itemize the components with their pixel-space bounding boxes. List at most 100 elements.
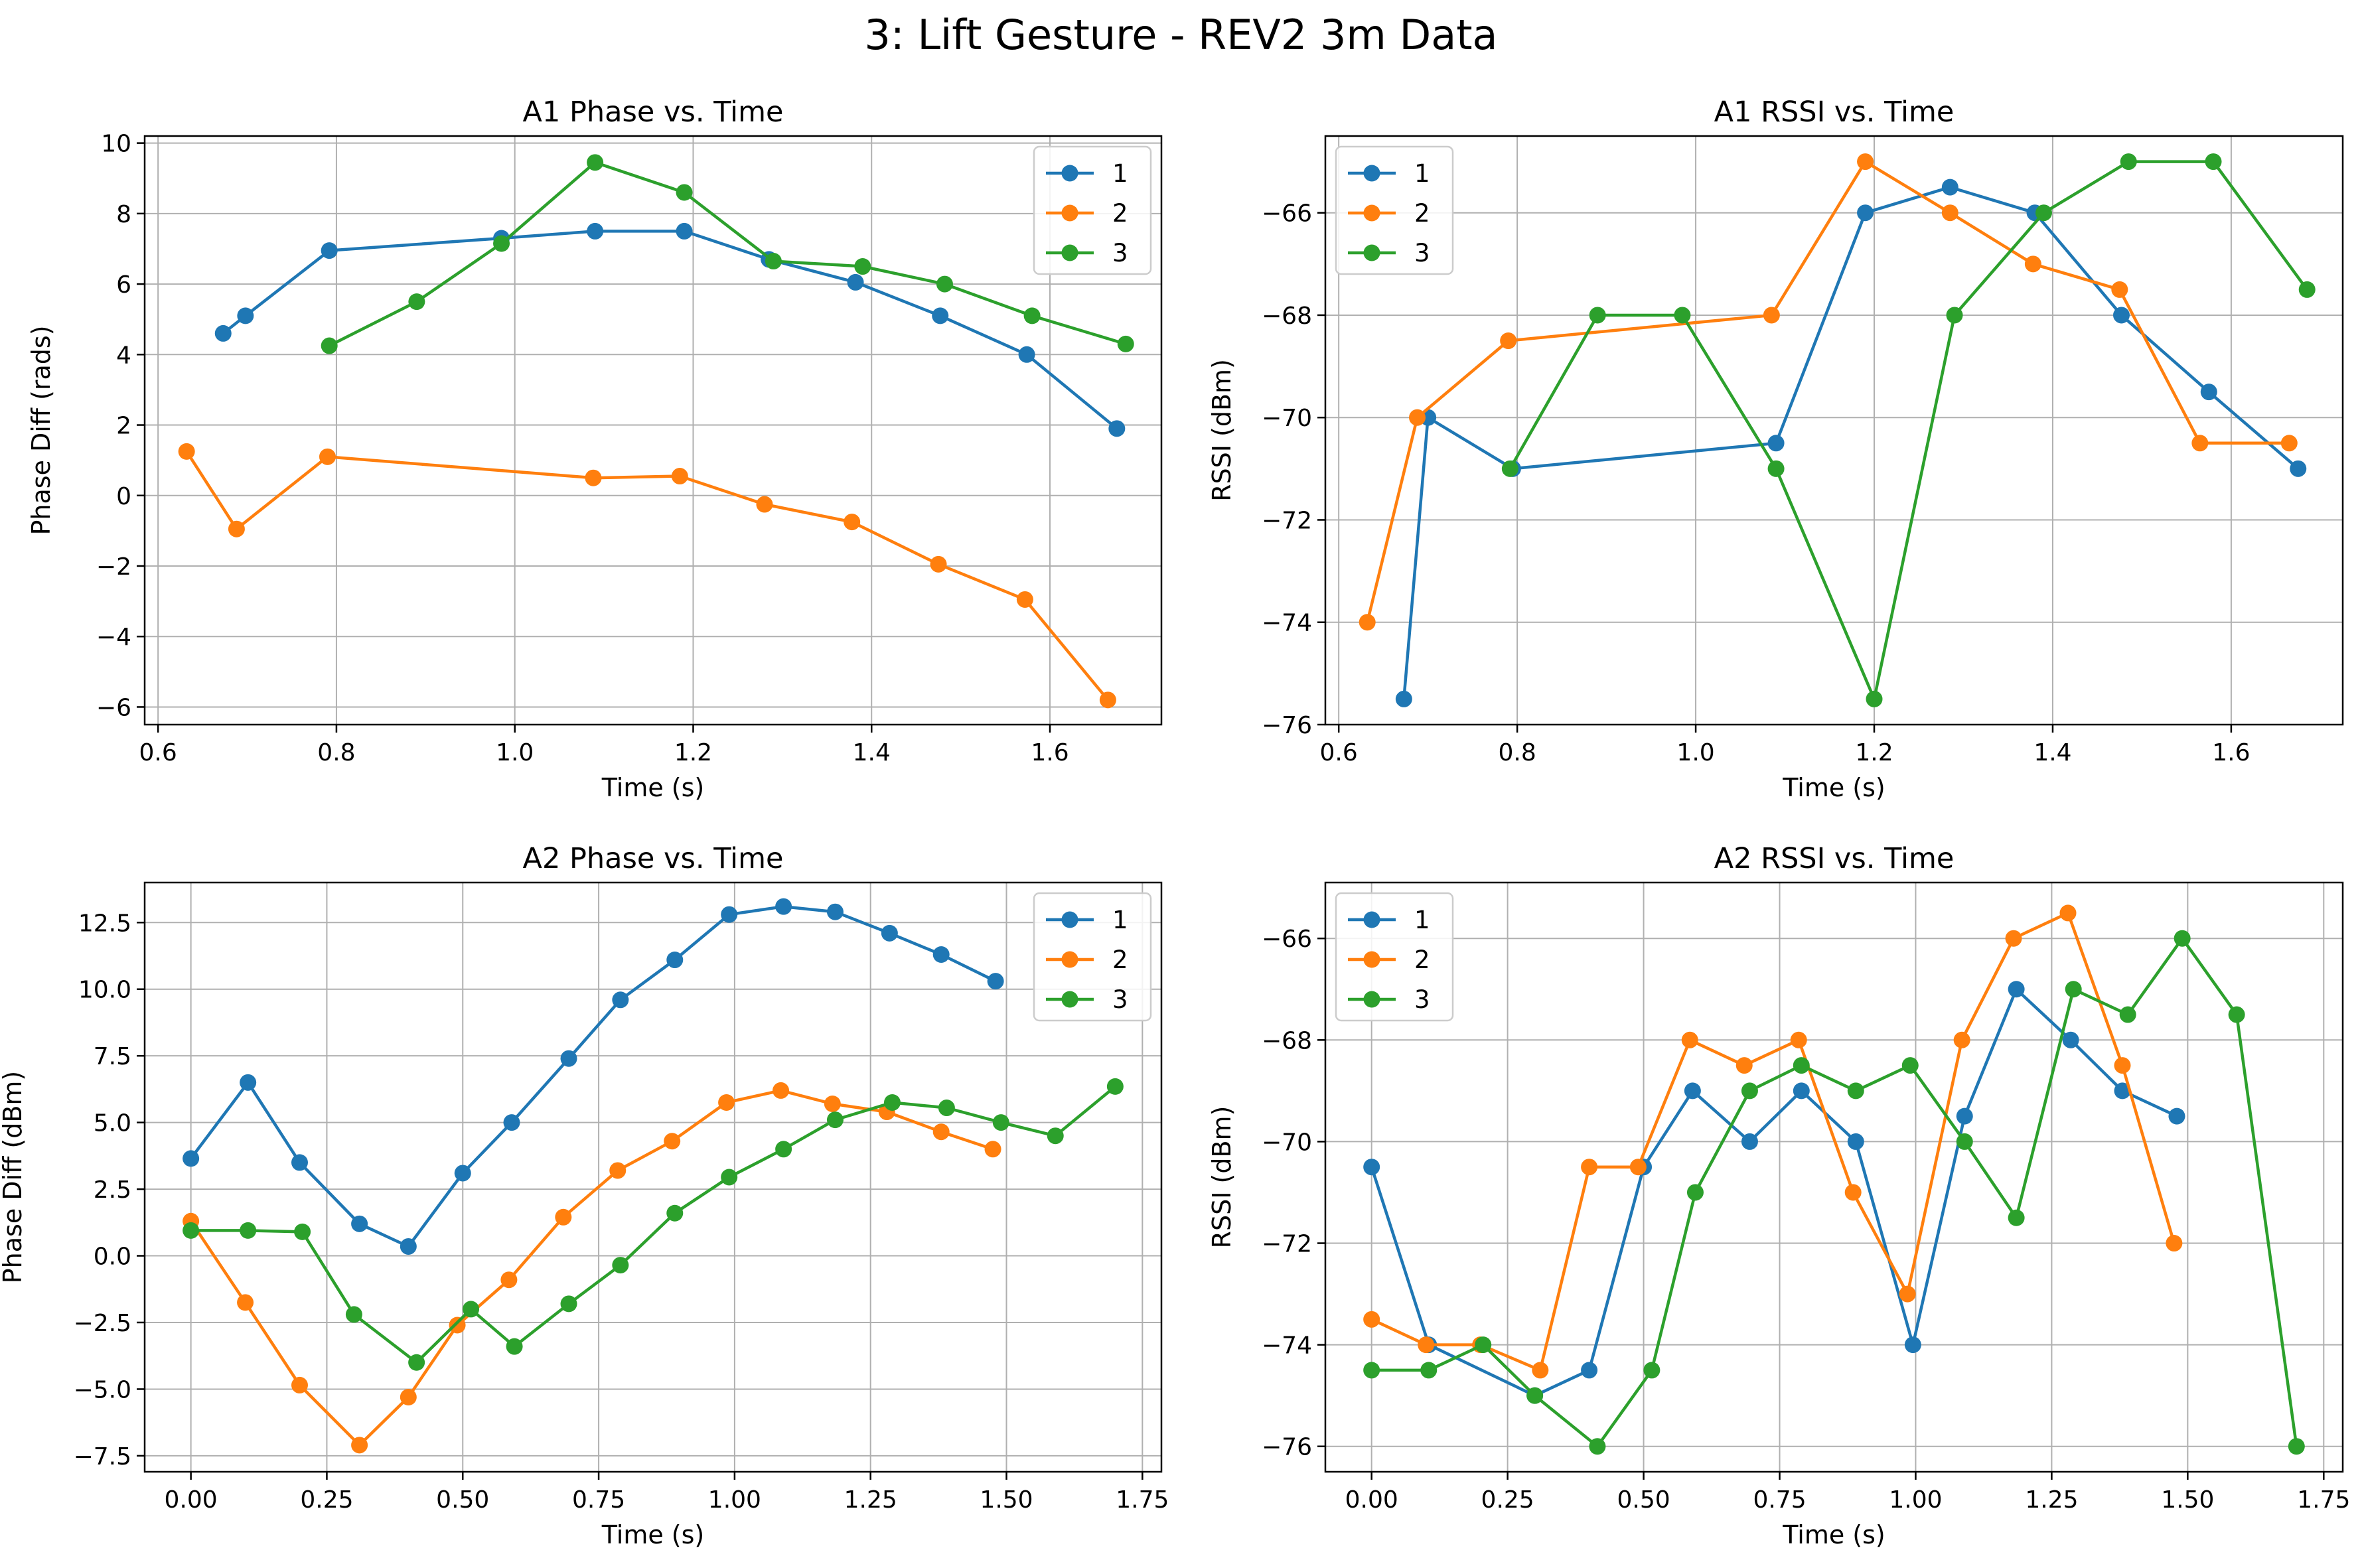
x-tick-label: 1.00: [1889, 1486, 1942, 1514]
data-point: [587, 222, 604, 240]
data-point: [1901, 1057, 1919, 1074]
data-point: [1532, 1362, 1549, 1379]
data-point: [178, 443, 195, 460]
legend-label-3: 3: [1112, 985, 1128, 1014]
data-point: [1047, 1127, 1064, 1145]
axes-frame: [143, 881, 1163, 1473]
data-point: [1793, 1057, 1810, 1074]
data-point: [1589, 307, 1606, 324]
y-axis-label: RSSI (dBm): [1207, 359, 1236, 502]
legend-label-1: 1: [1414, 159, 1430, 188]
y-tick-label: −68: [1262, 1027, 1312, 1054]
data-point: [984, 1141, 1001, 1158]
data-point: [237, 1294, 254, 1311]
data-point: [1500, 332, 1517, 350]
data-point: [321, 242, 338, 259]
data-point: [1763, 307, 1780, 324]
data-point: [2228, 1006, 2245, 1023]
data-point: [1581, 1159, 1598, 1176]
legend-marker-1: [1061, 165, 1078, 182]
series-line-3: [1371, 936, 2298, 1448]
x-tick-label: 1.50: [2161, 1486, 2214, 1514]
y-tick-label: −74: [1262, 1332, 1312, 1360]
data-point: [881, 924, 898, 942]
data-point: [2008, 1209, 2025, 1226]
data-point: [671, 468, 688, 485]
series-line-3: [1509, 160, 2309, 701]
x-tick-label: 0.25: [1481, 1486, 1534, 1514]
subplot-title: A1 RSSI vs. Time: [1714, 96, 1955, 129]
data-point: [1953, 1031, 1970, 1048]
legend-marker-3: [1363, 244, 1380, 261]
x-tick-label: 0.6: [1320, 739, 1358, 766]
legend-label-2: 2: [1112, 946, 1128, 974]
data-point: [765, 253, 782, 270]
data-point: [2065, 981, 2082, 998]
data-point: [932, 307, 949, 324]
subplot-title: A2 Phase vs. Time: [523, 842, 784, 875]
x-tick-label: 1.6: [1031, 739, 1069, 766]
x-tick-label: 1.25: [844, 1486, 897, 1514]
data-point: [775, 898, 792, 915]
data-point: [609, 1162, 627, 1179]
figure-title: 3: Lift Gesture - REV2 3m Data: [864, 11, 1498, 59]
x-tick-label: 1.4: [853, 739, 891, 766]
y-tick-label: −70: [1262, 1129, 1312, 1156]
data-point: [666, 952, 684, 969]
data-point: [1946, 307, 1963, 324]
x-tick-label: 1.6: [2212, 739, 2250, 766]
legend-label-3: 3: [1112, 239, 1128, 267]
data-point: [1420, 1362, 1438, 1379]
x-tick-label: 0.25: [300, 1486, 353, 1514]
data-point: [1526, 1387, 1544, 1404]
y-tick-label: −4: [96, 624, 131, 651]
legend-marker-3: [1363, 991, 1380, 1008]
data-point: [1409, 409, 1426, 426]
x-tick-label: 1.75: [1116, 1486, 1169, 1514]
data-point: [463, 1301, 480, 1318]
legend-label-1: 1: [1112, 906, 1128, 934]
x-axis-label: Time (s): [601, 1520, 705, 1549]
x-tick-label: 1.00: [708, 1486, 761, 1514]
x-tick-label: 0.50: [436, 1486, 489, 1514]
y-tick-label: −66: [1262, 926, 1312, 953]
data-point: [493, 235, 510, 252]
data-point: [1475, 1336, 1492, 1354]
y-tick-label: 2.5: [94, 1176, 131, 1204]
series-line-3: [190, 1085, 1116, 1364]
x-tick-label: 1.75: [2297, 1486, 2350, 1514]
data-point: [408, 1354, 425, 1371]
y-axis-label: RSSI (dBm): [1207, 1106, 1236, 1249]
subplot-title: A1 Phase vs. Time: [523, 96, 784, 129]
legend-label-1: 1: [1112, 159, 1128, 188]
series-line-1: [222, 230, 1118, 430]
data-point: [1016, 591, 1033, 608]
y-tick-label: 2: [116, 413, 131, 440]
data-point: [319, 448, 336, 465]
x-tick-label: 0.8: [1498, 739, 1536, 766]
data-point: [2166, 1235, 2183, 1252]
data-point: [847, 273, 864, 291]
data-point: [1359, 614, 1376, 631]
series-line-1: [189, 904, 997, 1248]
legend-frame: [1335, 145, 1454, 275]
data-point: [938, 1100, 955, 1117]
data-point: [2298, 281, 2316, 298]
data-point: [240, 1074, 257, 1091]
subplot-1: 0.6 0.8 1.0 1.2 1.4 1.6 −6 −4 −2 0 2 4 6 8 10 A1 Phase …: [27, 96, 1163, 802]
subplot-title: A2 RSSI vs. Time: [1714, 842, 1955, 875]
data-point: [2119, 1006, 2136, 1023]
legend-marker-3: [1061, 991, 1078, 1008]
data-point: [1629, 1159, 1647, 1176]
data-point: [1956, 1107, 1973, 1125]
data-point: [1684, 1082, 1701, 1100]
y-tick-label: −76: [1262, 1434, 1312, 1461]
legend-marker-1: [1363, 911, 1380, 928]
data-point: [721, 1169, 738, 1186]
x-tick-label: 0.75: [572, 1486, 625, 1514]
y-tick-label: −68: [1262, 303, 1312, 330]
data-point: [1363, 1159, 1380, 1176]
data-point: [1941, 178, 1958, 196]
series-line-1: [1402, 185, 2300, 699]
